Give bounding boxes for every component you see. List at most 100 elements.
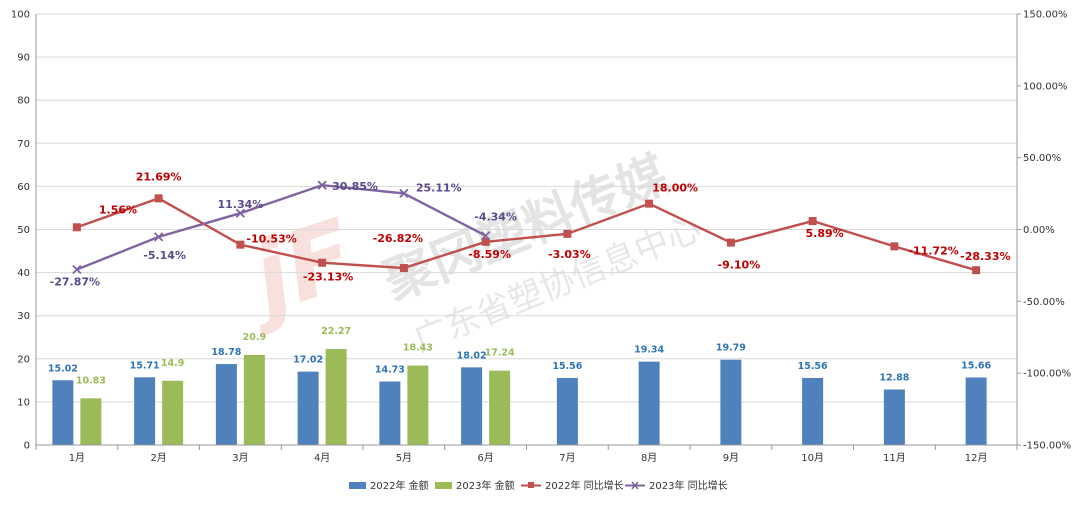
bar-value-label: 15.71 <box>130 360 160 371</box>
line-point-marker <box>153 232 164 242</box>
legend-swatch-marker <box>528 482 534 488</box>
line-value-label: 18.00% <box>652 182 698 195</box>
y-left-tick-label: 60 <box>17 182 30 193</box>
line-value-label: 21.69% <box>136 170 182 183</box>
y-right-tick-label: 0.00% <box>1023 225 1055 236</box>
bar <box>134 377 156 445</box>
legend-label: 2023年 金额 <box>456 479 515 492</box>
bar <box>802 377 824 445</box>
bar-value-label: 18.02 <box>457 350 487 361</box>
data-labels: 15.02 15.71 18.78 17.02 14.73 18.02 15.56 19.34… <box>48 170 1011 386</box>
bar <box>297 371 319 445</box>
line-value-label: -28.33% <box>960 250 1010 263</box>
left-axis-ticks: 0 10 20 30 40 50 60 70 80 90 100 <box>11 10 30 452</box>
bar-value-label: 19.34 <box>634 345 664 356</box>
y-left-tick-label: 90 <box>17 53 30 64</box>
x-tick-label: 5月 <box>396 452 412 464</box>
bar <box>556 377 578 445</box>
series-line <box>76 183 487 271</box>
bar-value-label: 22.27 <box>321 326 351 337</box>
bar <box>52 380 74 445</box>
bar-value-label: 18.78 <box>211 347 241 358</box>
legend-label: 2022年 同比增长 <box>545 479 624 492</box>
line-point-marker <box>235 208 246 218</box>
bar-value-label: 15.56 <box>798 361 828 372</box>
line-point-marker <box>480 231 491 241</box>
bar-value-label: 15.66 <box>961 361 991 372</box>
legend-swatch-marker <box>631 481 639 490</box>
line-value-label: 5.89% <box>806 227 844 240</box>
bar <box>883 389 905 445</box>
line-series <box>72 180 981 275</box>
bar <box>965 377 987 445</box>
x-tick-label: 6月 <box>477 452 493 464</box>
y-left-tick-label: 70 <box>17 139 30 150</box>
line-value-label: -10.53% <box>246 233 296 246</box>
legend-label: 2023年 同比增长 <box>649 479 728 492</box>
y-left-tick-label: 20 <box>17 354 30 365</box>
line-point-marker <box>399 264 408 273</box>
y-right-tick-label: 150.00% <box>1023 10 1068 21</box>
bar-value-label: 19.79 <box>716 343 746 354</box>
y-left-tick-label: 100 <box>11 10 30 21</box>
y-right-tick-label: -100.00% <box>1023 369 1071 380</box>
y-right-tick-label: -150.00% <box>1023 441 1071 452</box>
y-left-tick-label: 0 <box>24 441 30 452</box>
bar <box>80 398 102 445</box>
line-point-marker <box>808 217 817 226</box>
x-tick-label: 4月 <box>314 452 330 464</box>
x-tick-label: 7月 <box>559 452 575 464</box>
line-value-label: -8.59% <box>468 248 511 261</box>
bar-value-label: 17.24 <box>485 348 515 359</box>
y-left-tick-label: 40 <box>17 268 30 279</box>
bar <box>489 370 511 445</box>
line-point-marker <box>481 237 490 246</box>
line-value-label: 30.85% <box>332 180 378 193</box>
line-point-marker <box>236 240 245 249</box>
bar <box>638 361 660 445</box>
y-left-tick-label: 80 <box>17 96 30 107</box>
y-right-tick-label: -50.00% <box>1023 297 1065 308</box>
legend-swatch <box>435 482 452 489</box>
line-point-marker <box>645 199 654 208</box>
bar <box>461 367 483 445</box>
bar <box>162 380 184 445</box>
bar-value-label: 10.83 <box>76 375 106 386</box>
y-right-tick-label: 50.00% <box>1023 153 1061 164</box>
line-value-label: 25.11% <box>416 181 462 194</box>
x-tick-label: 12月 <box>965 452 988 464</box>
bar-value-label: 18.43 <box>403 343 433 354</box>
line-value-label: -27.87% <box>50 276 100 289</box>
line-value-label: 1.56% <box>99 203 137 216</box>
x-tick-label: 1月 <box>69 452 85 464</box>
series-line <box>76 197 977 272</box>
line-point-marker <box>399 188 409 199</box>
x-tick-label: 11月 <box>883 452 906 464</box>
line-value-label: -23.13% <box>303 271 353 284</box>
legend: 2022年 金额 2023年 金额 2022年 同比增长 2023年 同比增长 <box>349 479 728 492</box>
bar-value-label: 14.9 <box>161 358 184 369</box>
line-point-marker <box>972 266 981 275</box>
bar-value-label: 20.9 <box>243 332 266 343</box>
bar <box>325 349 347 445</box>
y-left-tick-label: 30 <box>17 311 30 322</box>
line-value-label: -26.82% <box>373 232 423 245</box>
x-tick-label: 9月 <box>723 452 739 464</box>
x-tick-label: 3月 <box>232 452 248 464</box>
bar-value-label: 15.56 <box>552 361 582 372</box>
line-point-marker <box>726 238 735 247</box>
x-axis: 1月 2月 3月 4月 5月 6月 7月 8月 9月 10月 11月 12月 <box>35 14 1018 464</box>
line-value-label: -4.34% <box>474 211 517 224</box>
y-left-tick-label: 50 <box>17 225 30 236</box>
legend-label: 2022年 金额 <box>370 479 429 492</box>
bar-value-label: 15.02 <box>48 363 78 374</box>
line-point-marker <box>890 242 899 251</box>
x-tick-label: 2月 <box>150 452 166 464</box>
y-right-tick-label: 100.00% <box>1023 81 1068 92</box>
bar <box>407 365 429 445</box>
bar <box>720 359 742 445</box>
x-tick-label: 8月 <box>641 452 657 464</box>
line-value-label: -11.72% <box>908 244 958 257</box>
line-point-marker <box>563 229 572 238</box>
line-point-marker <box>317 180 327 190</box>
